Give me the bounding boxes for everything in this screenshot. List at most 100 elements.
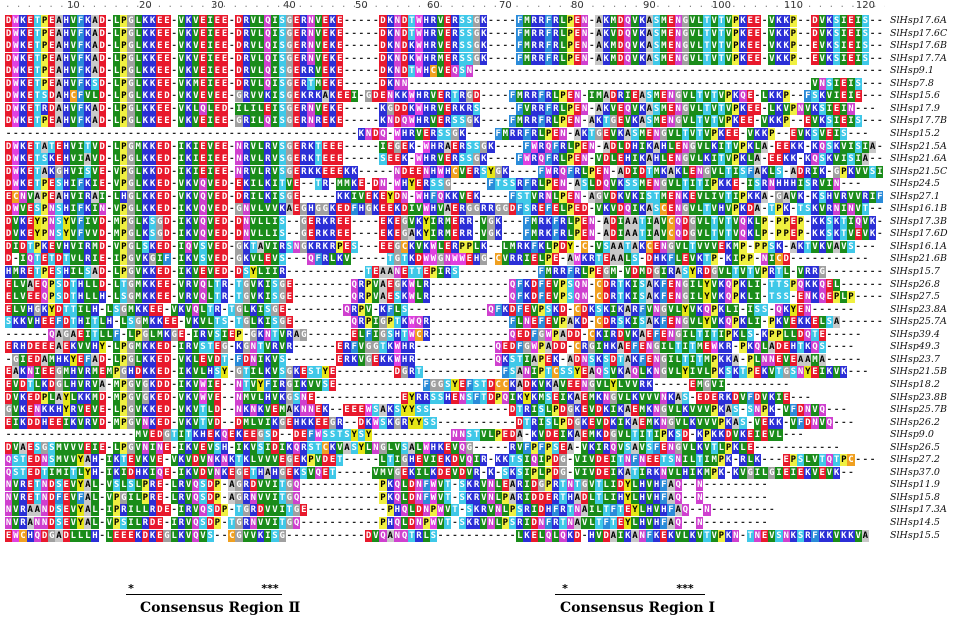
residue: - [747,379,754,391]
residue: V [703,404,711,417]
residue: S [41,153,49,166]
residue: E [444,15,452,27]
residue: L [696,203,704,216]
residue: R [523,115,531,128]
residue: I [595,441,603,454]
residue: D [48,491,56,504]
residue: T [559,491,567,504]
residue: - [228,253,235,265]
residue: D [5,165,13,178]
residue: - [343,28,350,40]
residue: D [804,416,812,429]
residue: A [631,215,639,228]
residue: N [393,40,401,53]
sequence-label: SlHsp15.2 [890,128,940,140]
residue: E [307,215,315,228]
residue: V [26,316,34,329]
residue: - [444,404,451,416]
residue: V [249,253,257,266]
residue: S [242,266,250,278]
residue: W [422,140,430,153]
residue: K [372,190,380,203]
residue: R [804,266,812,278]
residue: E [386,291,394,304]
residue: K [818,115,826,128]
residue: - [451,279,458,291]
residue: - [747,492,754,504]
residue: - [739,492,746,504]
residue: - [711,479,718,491]
residue: I [617,215,625,228]
residue: T [811,328,819,341]
residue: F [509,90,517,103]
residue: P [717,454,725,467]
residue: - [343,479,350,491]
residue: E [545,316,553,329]
residue: I [840,203,848,216]
residue: S [509,353,517,366]
residue: P [113,504,121,517]
residue: G [285,378,293,391]
residue: T [213,278,221,291]
residue: I [127,491,135,504]
residue: E [645,454,653,467]
residue: K [782,153,790,166]
residue: - [552,65,559,77]
residue: D [62,291,70,304]
residue: S [588,353,596,366]
residue: K [149,15,157,27]
residue: P [732,316,740,329]
residue: H [422,102,430,115]
residue: G [609,391,617,404]
residue: K [221,466,229,479]
residue: K [141,404,149,417]
residue: S [638,278,646,291]
residue: N [422,504,430,517]
residue: D [221,240,229,253]
residue: K [415,215,423,228]
residue: V [480,479,488,492]
residue: - [495,53,502,65]
residue: E [818,466,826,479]
residue: - [840,253,847,265]
residue: S [278,228,286,241]
residue: - [135,128,142,140]
residue: - [235,128,242,140]
residue: - [855,266,862,278]
residue: H [26,303,34,316]
residue: V [818,203,826,216]
residue: - [509,40,516,52]
residue: Q [393,517,401,529]
sequence-label: SlHsp26.8 [890,279,940,291]
residue: T [408,266,416,278]
residue: E [98,441,106,454]
residue: R [451,52,459,65]
residue: E [221,65,229,78]
residue: P [768,316,776,329]
residue: S [818,153,826,166]
residue: Y [249,266,257,278]
residue: - [862,78,869,90]
residue: F [545,15,553,27]
residue: T [206,303,214,316]
residue: K [429,466,437,479]
residue: E [595,165,603,178]
residue: E [5,341,13,354]
residue: G [285,165,293,178]
residue: K [746,190,754,203]
residue: G [437,253,445,266]
residue: E [149,429,157,442]
residue: L [113,278,121,291]
residue: - [127,429,134,441]
residue: K [293,366,301,379]
residue: N [653,404,661,417]
residue: - [711,492,718,504]
residue: I [62,416,70,429]
residue: H [62,165,70,178]
residue: - [660,65,667,77]
residue: R [588,253,596,266]
residue: D [163,165,171,178]
residue: Q [818,291,826,304]
residue: D [566,416,574,429]
